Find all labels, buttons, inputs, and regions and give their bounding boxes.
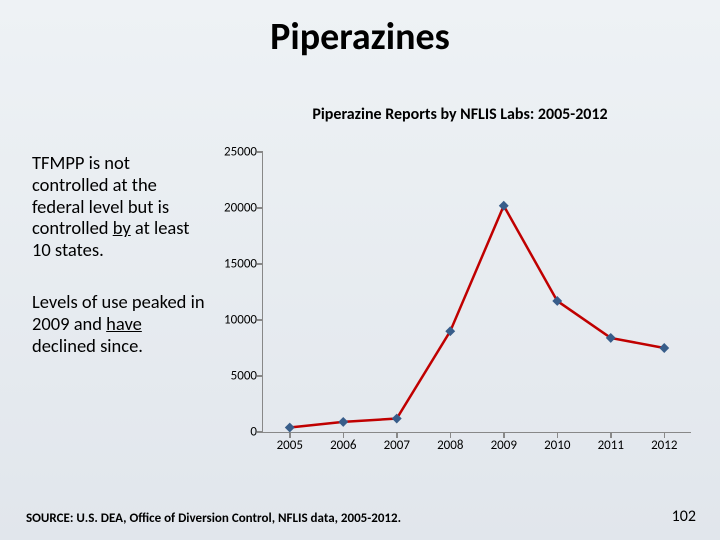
data-marker (499, 201, 509, 211)
body-text: TFMPP is not controlled at the federal l… (32, 152, 207, 387)
series-line (290, 206, 665, 428)
line-chart: 0500010000150002000025000200520062007200… (210, 148, 695, 468)
chart-title: Piperazine Reports by NFLIS Labs: 2005-2… (230, 105, 690, 124)
data-marker (285, 423, 295, 433)
x-tick-mark (343, 432, 345, 438)
x-tick-mark (450, 432, 452, 438)
x-tick-mark (664, 432, 666, 438)
plot-area: 0500010000150002000025000200520062007200… (262, 152, 691, 433)
chart-svg (263, 152, 691, 432)
paragraph-2: Levels of use peaked in 2009 and have de… (32, 291, 207, 356)
data-marker (338, 417, 348, 427)
x-tick-mark (503, 432, 505, 438)
x-tick-mark (610, 432, 612, 438)
source-citation: SOURCE: U.S. DEA, Office of Diversion Co… (26, 511, 401, 526)
x-tick-mark (396, 432, 398, 438)
page-number: 102 (672, 507, 696, 526)
page-title: Piperazines (0, 14, 720, 60)
x-tick-mark (557, 432, 559, 438)
data-marker (659, 343, 669, 353)
paragraph-1: TFMPP is not controlled at the federal l… (32, 152, 207, 261)
x-tick-mark (289, 432, 291, 438)
